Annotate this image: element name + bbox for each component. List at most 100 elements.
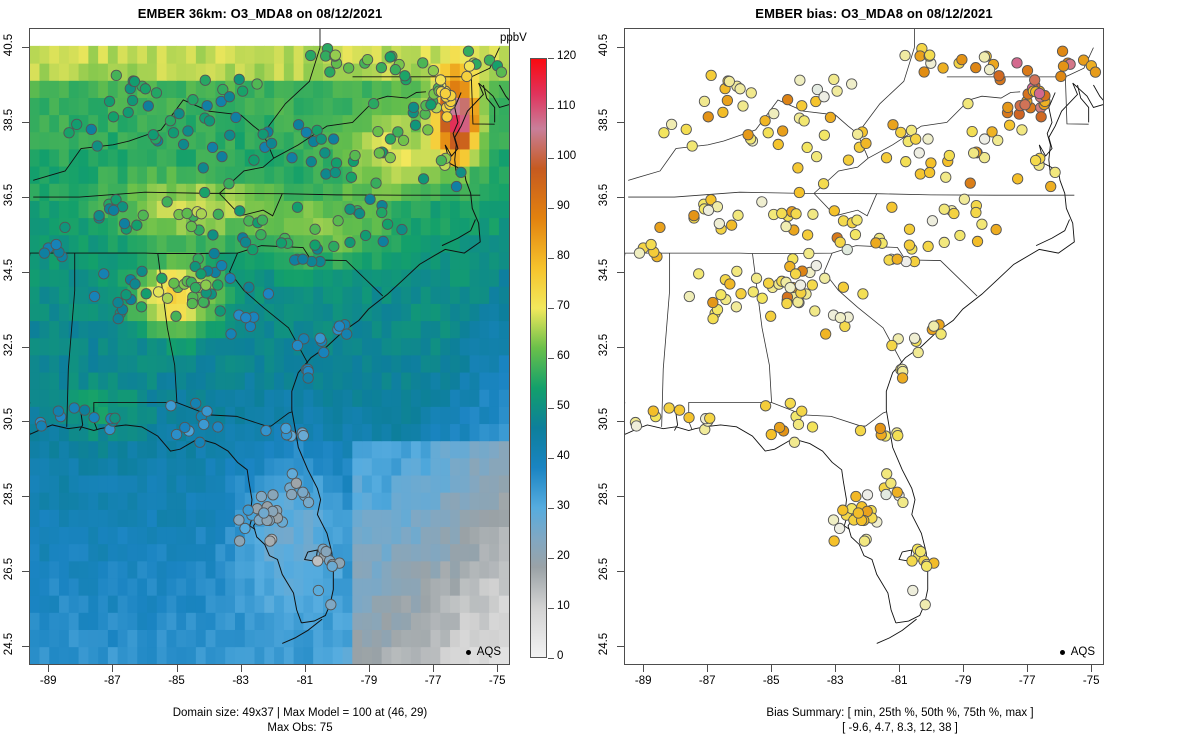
model-grid-cell xyxy=(303,97,314,116)
model-grid-cell xyxy=(254,560,265,579)
model-grid-cell xyxy=(410,612,422,630)
model-grid-cell xyxy=(215,560,226,579)
model-grid-cell xyxy=(39,560,50,579)
model-grid-cell xyxy=(215,440,226,459)
model-grid-cell xyxy=(195,63,207,81)
aqs-site-marker-model xyxy=(265,137,278,149)
model-grid-cell xyxy=(459,200,471,219)
model-grid-cell xyxy=(234,97,246,116)
aqs-site-marker-model xyxy=(35,420,48,432)
model-grid-cell xyxy=(49,543,60,562)
aqs-site-marker-model xyxy=(349,149,361,162)
model-grid-cell xyxy=(469,114,480,133)
model-grid-cell xyxy=(274,406,285,425)
model-grid-cell xyxy=(225,354,236,373)
aqs-site-marker-model xyxy=(135,301,148,313)
model-grid-cell xyxy=(30,595,41,613)
map-outline xyxy=(282,618,323,644)
model-grid-cell xyxy=(68,492,80,510)
aqs-site-marker-bias xyxy=(1089,66,1102,78)
model-grid-cell xyxy=(156,165,168,184)
x-axis-tick xyxy=(48,665,50,672)
model-grid-cell xyxy=(49,165,60,184)
model-grid-cell xyxy=(59,612,70,630)
model-grid-cell xyxy=(68,131,80,150)
model-grid-cell xyxy=(98,80,109,98)
aqs-site-marker-model xyxy=(333,320,346,332)
model-grid-cell xyxy=(410,543,422,562)
aqs-site-marker-bias xyxy=(762,127,774,139)
aqs-site-marker-bias xyxy=(870,237,882,249)
model-grid-cell xyxy=(498,165,509,184)
model-grid-cell xyxy=(127,526,138,545)
model-grid-cell xyxy=(401,97,412,116)
model-grid-cell xyxy=(49,492,60,510)
model-grid-cell xyxy=(137,320,148,339)
model-grid-cell xyxy=(127,492,138,510)
model-grid-cell xyxy=(30,268,41,287)
model-grid-cell xyxy=(78,45,89,64)
model-grid-cell xyxy=(107,560,119,579)
model-grid-cell xyxy=(381,200,392,219)
model-grid-cell xyxy=(362,612,373,630)
aqs-site-marker-model xyxy=(286,468,298,480)
model-grid-cell xyxy=(371,389,383,407)
model-grid-cell xyxy=(30,543,41,562)
aqs-site-marker-bias xyxy=(924,49,936,61)
aqs-site-marker-model xyxy=(309,239,321,251)
model-grid-cell xyxy=(489,303,500,322)
model-grid-cell xyxy=(322,474,334,493)
aqs-site-marker-bias xyxy=(784,397,796,409)
aqs-site-marker-bias xyxy=(907,584,919,597)
model-grid-cell xyxy=(450,234,461,253)
model-grid-cell xyxy=(293,217,305,236)
model-grid-cell xyxy=(498,80,509,98)
model-grid-cell xyxy=(166,354,177,373)
model-grid-cell xyxy=(342,183,353,201)
aqs-site-marker-bias xyxy=(726,219,738,231)
model-grid-cell xyxy=(107,97,119,116)
model-grid-cell xyxy=(274,440,285,459)
model-grid-cell xyxy=(234,286,246,304)
model-grid-cell xyxy=(283,80,295,98)
aqs-site-marker-model xyxy=(110,69,122,81)
model-grid-cell xyxy=(352,303,363,322)
model-grid-cell xyxy=(137,131,148,150)
model-grid-cell xyxy=(440,217,451,236)
model-grid-cell xyxy=(68,217,80,236)
model-grid-cell xyxy=(166,303,177,322)
model-grid-cell xyxy=(49,63,60,81)
model-grid-cell xyxy=(303,268,314,287)
model-grid-cell xyxy=(117,543,129,562)
model-grid-cell xyxy=(332,114,344,133)
model-grid-cell xyxy=(450,577,461,596)
model-grid-cell xyxy=(88,543,99,562)
model-grid-cell xyxy=(166,526,177,545)
model-grid-cell xyxy=(234,526,246,545)
model-grid-cell xyxy=(303,80,314,98)
model-grid-cell xyxy=(225,612,236,630)
model-grid-cell xyxy=(352,131,363,150)
model-grid-cell xyxy=(459,148,471,167)
model-grid-cell xyxy=(371,183,383,201)
model-grid-cell xyxy=(391,629,402,648)
model-grid-cell xyxy=(49,560,60,579)
model-grid-cell xyxy=(401,526,412,545)
model-grid-cell xyxy=(489,543,500,562)
model-grid-cell xyxy=(205,217,217,236)
model-grid-cell xyxy=(479,286,490,304)
aqs-site-marker-model xyxy=(103,95,116,108)
model-grid-cell xyxy=(479,595,490,613)
model-grid-cell xyxy=(166,371,177,390)
model-grid-cell xyxy=(362,406,373,425)
model-grid-cell xyxy=(459,80,471,98)
model-grid-cell xyxy=(137,612,148,630)
model-grid-cell xyxy=(489,337,500,356)
aqs-site-marker-bias xyxy=(923,166,936,179)
model-grid-cell xyxy=(450,474,461,493)
model-grid-cell xyxy=(420,200,432,219)
model-grid-cell xyxy=(30,200,41,219)
aqs-site-marker-bias xyxy=(966,125,978,138)
model-grid-cell xyxy=(401,183,412,201)
model-grid-cell xyxy=(293,320,305,339)
